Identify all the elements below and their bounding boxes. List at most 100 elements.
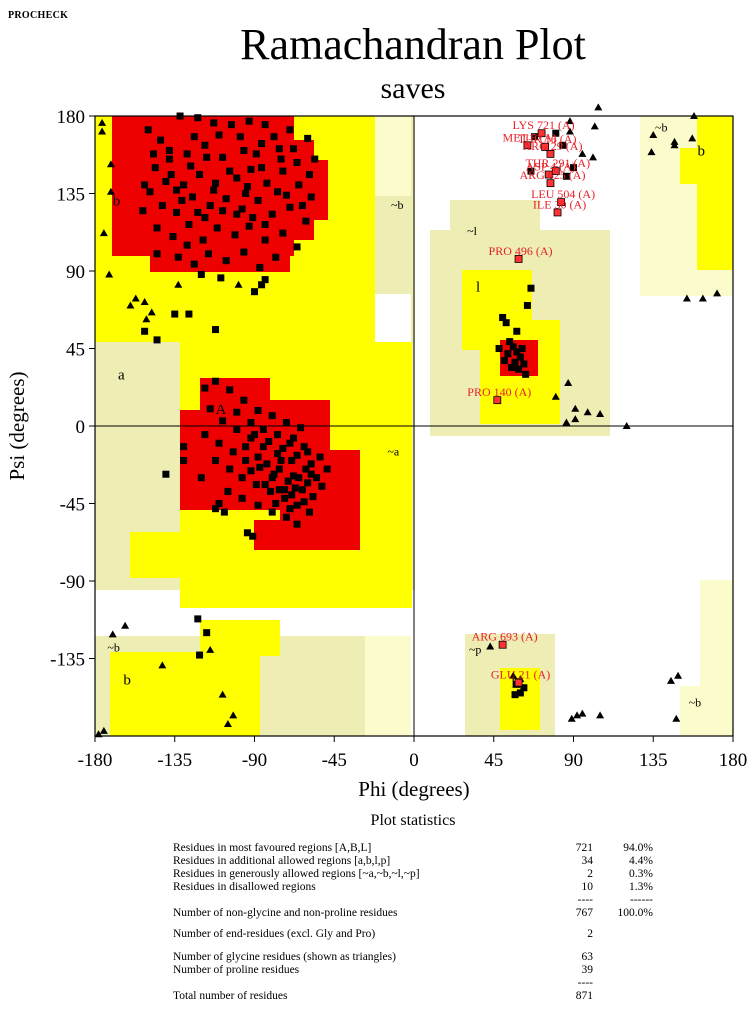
residue-point <box>507 363 515 371</box>
residue-point <box>293 520 301 528</box>
labeled-residue-point <box>553 208 562 217</box>
residue-point <box>258 281 266 289</box>
residue-point <box>188 193 196 201</box>
axes: -180 -135 -90 -45 0 45 90 135 180 180 135 90 45 0 -45 -… <box>5 107 747 801</box>
residue-point <box>217 274 225 282</box>
residue-point <box>201 431 209 439</box>
residue-point <box>523 301 531 309</box>
residue-point <box>506 338 514 346</box>
residue-point <box>562 172 570 180</box>
residue-point <box>240 396 248 404</box>
glycine-point <box>509 671 518 679</box>
stats-row: Number of non-glycine and non-proline re… <box>173 907 693 920</box>
stats-count: 10 <box>581 881 594 893</box>
glycine-point <box>571 404 580 412</box>
residue-point <box>167 171 175 179</box>
residue-point <box>304 134 312 142</box>
residue-point <box>263 460 271 468</box>
region-generous <box>450 200 540 236</box>
glycine-point <box>106 187 115 195</box>
residue-point <box>263 179 271 187</box>
residue-point <box>302 217 310 225</box>
stats-row: ---- ------ <box>173 894 693 907</box>
residue-point <box>141 181 149 189</box>
residue-point <box>201 141 209 149</box>
glycine-point <box>583 408 592 416</box>
residue-point <box>520 360 528 368</box>
residue-point <box>199 236 207 244</box>
stats-percent: 94.0% <box>623 842 653 854</box>
residue-label: MET 5 (A) <box>503 130 557 144</box>
glycine-point <box>573 711 582 719</box>
residue-point <box>286 439 294 447</box>
stats-count: 871 <box>575 990 593 1002</box>
residue-point <box>258 164 266 172</box>
residue-point <box>183 241 191 249</box>
residue-point <box>261 221 269 228</box>
stats-row: Total number of residues 871 <box>173 990 693 1003</box>
residue-point <box>158 202 166 210</box>
residue-point <box>190 133 198 141</box>
region-allowed <box>110 652 260 736</box>
residue-point <box>297 424 305 432</box>
residue-point <box>304 479 312 487</box>
residue-point <box>165 146 173 154</box>
residue-point <box>284 477 292 485</box>
residue-point <box>238 494 246 502</box>
residue-point <box>279 444 287 452</box>
labeled-residue-point <box>557 198 565 207</box>
glycine-point <box>551 392 560 400</box>
residue-point <box>251 431 258 439</box>
residue-point <box>240 248 248 256</box>
glycine-point <box>596 711 605 719</box>
residue-point <box>215 131 223 139</box>
residue-point <box>289 472 297 480</box>
residue-point <box>305 508 313 516</box>
residue-point <box>570 164 577 172</box>
stats-percent: 4.4% <box>629 855 653 867</box>
x-axis-label: Phi (degrees) <box>358 777 469 801</box>
labeled-residue-point <box>493 396 502 405</box>
glycine-point <box>588 153 597 161</box>
residue-point <box>251 288 258 296</box>
labeled-residue-point <box>523 141 532 150</box>
y-tick-label: 90 <box>66 262 85 283</box>
glycine-point <box>94 730 103 738</box>
glycine-point <box>565 127 574 135</box>
residue-point <box>516 689 524 697</box>
glycine-point <box>698 294 707 302</box>
glycine-point <box>578 149 587 157</box>
residue-point <box>509 343 517 351</box>
residue-point <box>300 443 308 451</box>
glycine-point <box>108 630 117 638</box>
glycine-point <box>174 280 183 288</box>
glycine-point <box>218 690 227 698</box>
residue-point <box>247 165 255 173</box>
residue-point <box>231 231 239 239</box>
residue-point <box>224 487 232 495</box>
stats-label: Number of proline residues <box>173 964 300 976</box>
stats-row: Residues in most favoured regions [A,B,L… <box>173 842 693 855</box>
residue-point <box>173 186 181 194</box>
x-tick-label: -180 <box>78 750 113 771</box>
residue-label: PRO 140 (A) <box>467 385 531 399</box>
residue-label: PRO 496 (A) <box>489 244 553 258</box>
residue-point <box>213 224 221 232</box>
residue-point <box>318 482 326 490</box>
residue-point <box>233 408 241 416</box>
residue-point <box>309 493 317 501</box>
region-label: a <box>118 368 125 384</box>
residue-point <box>212 326 220 334</box>
residue-point <box>511 358 519 366</box>
labeled-residue-point <box>546 149 555 158</box>
glycine-point <box>647 148 656 156</box>
region-allowed <box>697 116 733 270</box>
residue-point <box>149 150 157 158</box>
glycine-point <box>140 298 149 305</box>
residue-point <box>256 463 264 471</box>
region-label: b <box>123 672 131 688</box>
residue-point <box>511 691 519 699</box>
residue-point <box>180 181 188 189</box>
glycine-point <box>622 422 631 429</box>
x-tick-label: 135 <box>639 750 668 771</box>
